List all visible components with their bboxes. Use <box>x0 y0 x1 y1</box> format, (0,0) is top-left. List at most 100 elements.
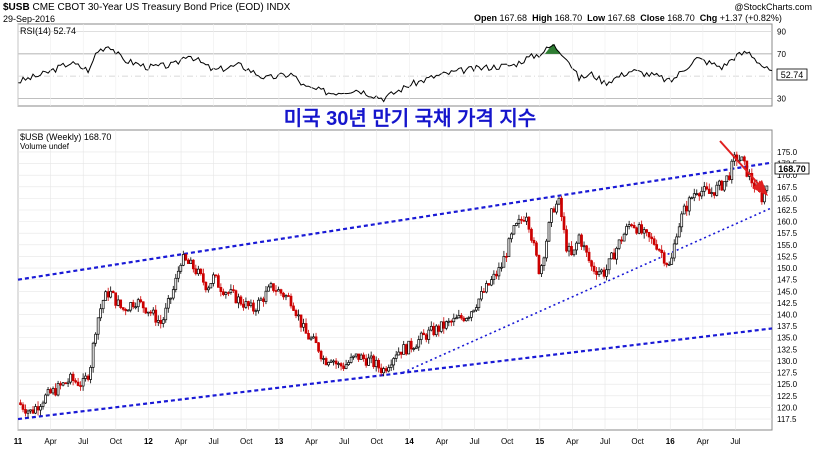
symbol: $USB <box>3 2 30 13</box>
candle-body <box>512 225 516 235</box>
candle-body <box>525 216 528 222</box>
candle-body <box>81 378 85 387</box>
candle-body <box>720 180 724 191</box>
candle-body <box>717 180 721 186</box>
x-tick-label: Jul <box>469 437 479 446</box>
candle-body <box>302 323 305 328</box>
rsi-tick-label: 90 <box>777 28 786 37</box>
candle-body <box>159 320 163 324</box>
candle-body <box>304 323 308 334</box>
candle-body <box>339 363 343 367</box>
candle-body <box>312 336 315 339</box>
candle-body <box>690 197 694 200</box>
candle-body <box>680 213 684 228</box>
price-tick-label: 145.0 <box>777 287 798 296</box>
candle-body <box>91 342 95 368</box>
candle-body <box>141 301 145 309</box>
candle-body <box>622 233 626 242</box>
candle-body <box>21 404 25 410</box>
candle-body <box>106 291 110 298</box>
candle-body <box>394 354 398 359</box>
candle-body <box>727 175 731 180</box>
candle-body <box>242 303 245 308</box>
korean-annotation: 미국 30년 만기 국채 가격 지수 <box>284 107 536 130</box>
price-tick-label: 137.5 <box>777 322 798 331</box>
candle-body <box>181 254 185 266</box>
candle-body <box>249 302 253 307</box>
x-tick-label: Oct <box>501 437 514 446</box>
x-tick-label: Oct <box>240 437 253 446</box>
candle-body <box>399 351 403 355</box>
candle-body <box>176 270 180 279</box>
candle-body <box>602 269 606 277</box>
candle-body <box>121 307 125 310</box>
candle-body <box>555 203 558 213</box>
candle-body <box>610 252 613 260</box>
candle-body <box>36 406 40 411</box>
candle-body <box>667 263 671 266</box>
candle-body <box>490 279 493 286</box>
candle-body <box>59 383 62 386</box>
candle-body <box>264 290 268 302</box>
candle-body <box>101 300 105 310</box>
candle-body <box>625 226 628 235</box>
candle-body <box>457 315 461 319</box>
candle-body <box>407 340 411 355</box>
candle-body <box>109 290 113 298</box>
candle-body <box>402 344 406 355</box>
x-tick-label: Apr <box>697 437 710 446</box>
x-tick-label: Oct <box>631 437 644 446</box>
price-tick-label: 150.0 <box>777 264 798 273</box>
candle-body <box>547 222 551 242</box>
x-tick-label: 14 <box>405 437 414 446</box>
candle-body <box>297 314 300 317</box>
candle-body <box>194 268 198 275</box>
candle-body <box>670 257 674 265</box>
price-tick-label: 162.5 <box>777 206 798 215</box>
candle-body <box>725 175 729 183</box>
candle-body <box>605 269 608 277</box>
candle-body <box>374 359 378 368</box>
candle-body <box>560 197 563 217</box>
candle-body <box>359 354 363 360</box>
candle-body <box>660 249 664 254</box>
candle-body <box>510 233 513 240</box>
decline-arrow-shaft <box>719 140 763 189</box>
candle-body <box>565 229 568 252</box>
price-tick-label: 135.0 <box>777 334 798 343</box>
candle-body <box>600 269 603 273</box>
candle-body <box>259 298 263 301</box>
candle-body <box>34 406 37 414</box>
instrument-name: CME CBOT 30-Year US Treasury Bond Price … <box>32 2 264 13</box>
candle-body <box>56 383 60 396</box>
candle-body <box>459 315 463 319</box>
price-tick-label: 170.0 <box>777 171 798 180</box>
price-tick-label: 175.0 <box>777 148 798 157</box>
candle-body <box>124 309 128 312</box>
candle-body <box>537 254 541 275</box>
candle-body <box>765 185 769 191</box>
candle-body <box>201 273 205 283</box>
candle-body <box>715 184 719 196</box>
candle-body <box>149 311 153 314</box>
candle-body <box>480 291 483 300</box>
candle-body <box>144 307 148 314</box>
candle-body <box>344 364 348 369</box>
candle-body <box>497 267 501 277</box>
candle-body <box>424 334 428 340</box>
candle-body <box>502 256 506 268</box>
candle-body <box>292 305 295 311</box>
candle-body <box>592 265 596 272</box>
candle-body <box>126 309 130 312</box>
candle-body <box>612 252 616 260</box>
x-tick-label: Jul <box>209 437 219 446</box>
candle-body <box>217 275 220 288</box>
candle-body <box>342 365 345 369</box>
candle-body <box>332 360 335 363</box>
price-tick-label: 122.5 <box>777 392 798 401</box>
candle-body <box>417 339 421 348</box>
candle-body <box>307 333 310 340</box>
candle-body <box>146 311 150 314</box>
candle-body <box>79 385 82 387</box>
candle-body <box>580 234 583 247</box>
